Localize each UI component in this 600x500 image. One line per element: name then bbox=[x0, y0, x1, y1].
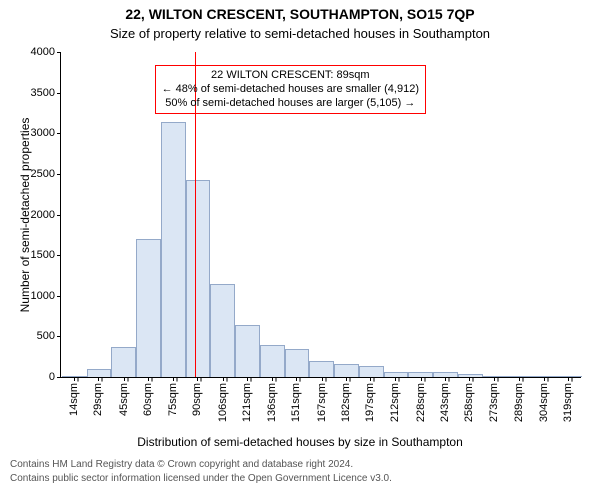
page-title: 22, WILTON CRESCENT, SOUTHAMPTON, SO15 7… bbox=[0, 6, 600, 22]
histogram-bar bbox=[483, 376, 508, 377]
x-tick: 304sqm bbox=[538, 377, 550, 422]
x-tick: 75sqm bbox=[167, 377, 179, 416]
y-tick: 2500 bbox=[31, 168, 61, 180]
x-tick: 197sqm bbox=[364, 377, 376, 422]
histogram-bar bbox=[408, 372, 433, 377]
histogram-bar bbox=[507, 376, 532, 377]
y-tick: 4000 bbox=[31, 46, 61, 58]
x-tick: 90sqm bbox=[191, 377, 203, 416]
histogram-bar bbox=[62, 376, 87, 377]
x-tick: 258sqm bbox=[463, 377, 475, 422]
y-tick: 3000 bbox=[31, 127, 61, 139]
x-tick: 243sqm bbox=[439, 377, 451, 422]
footer-copyright: Contains HM Land Registry data © Crown c… bbox=[10, 459, 353, 470]
annotation-line: 50% of semi-detached houses are larger (… bbox=[162, 97, 419, 111]
histogram-bar bbox=[260, 345, 285, 378]
histogram-bar bbox=[334, 364, 359, 377]
y-tick: 2000 bbox=[31, 209, 61, 221]
histogram-plot: 0500100015002000250030003500400014sqm29s… bbox=[60, 52, 581, 378]
histogram-bar bbox=[359, 366, 384, 377]
y-tick: 500 bbox=[37, 330, 61, 342]
footer-license: Contains public sector information licen… bbox=[10, 473, 392, 484]
histogram-bar bbox=[161, 122, 186, 377]
x-tick: 273sqm bbox=[488, 377, 500, 422]
x-tick: 182sqm bbox=[340, 377, 352, 422]
page: 22, WILTON CRESCENT, SOUTHAMPTON, SO15 7… bbox=[0, 0, 600, 500]
x-tick: 167sqm bbox=[316, 377, 328, 422]
x-axis-label: Distribution of semi-detached houses by … bbox=[0, 435, 600, 449]
x-tick: 14sqm bbox=[68, 377, 80, 416]
histogram-bar bbox=[433, 372, 458, 377]
annotation-box: 22 WILTON CRESCENT: 89sqm← 48% of semi-d… bbox=[155, 65, 426, 114]
histogram-bar bbox=[210, 284, 235, 377]
x-tick: 228sqm bbox=[415, 377, 427, 422]
histogram-bar bbox=[87, 369, 112, 377]
x-tick: 121sqm bbox=[241, 377, 253, 422]
histogram-bar bbox=[186, 180, 211, 377]
y-tick: 1000 bbox=[31, 290, 61, 302]
annotation-line: ← 48% of semi-detached houses are smalle… bbox=[162, 83, 419, 97]
y-tick: 0 bbox=[49, 371, 61, 383]
histogram-bar bbox=[458, 374, 483, 377]
x-tick: 29sqm bbox=[92, 377, 104, 416]
x-tick: 151sqm bbox=[290, 377, 302, 422]
histogram-bar bbox=[285, 349, 310, 377]
x-tick: 319sqm bbox=[562, 377, 574, 422]
annotation-line: 22 WILTON CRESCENT: 89sqm bbox=[162, 69, 419, 83]
y-tick: 1500 bbox=[31, 249, 61, 261]
x-tick: 289sqm bbox=[513, 377, 525, 422]
histogram-bar bbox=[136, 239, 161, 377]
histogram-bar bbox=[532, 376, 557, 377]
y-tick: 3500 bbox=[31, 87, 61, 99]
histogram-bar bbox=[235, 325, 260, 377]
histogram-bar bbox=[111, 347, 136, 377]
histogram-bar bbox=[384, 372, 409, 377]
x-tick: 212sqm bbox=[389, 377, 401, 422]
page-subtitle: Size of property relative to semi-detach… bbox=[0, 26, 600, 41]
histogram-bar bbox=[309, 361, 334, 377]
x-tick: 106sqm bbox=[217, 377, 229, 422]
x-tick: 60sqm bbox=[142, 377, 154, 416]
x-tick: 45sqm bbox=[118, 377, 130, 416]
x-tick: 136sqm bbox=[266, 377, 278, 422]
histogram-bar bbox=[557, 376, 582, 377]
